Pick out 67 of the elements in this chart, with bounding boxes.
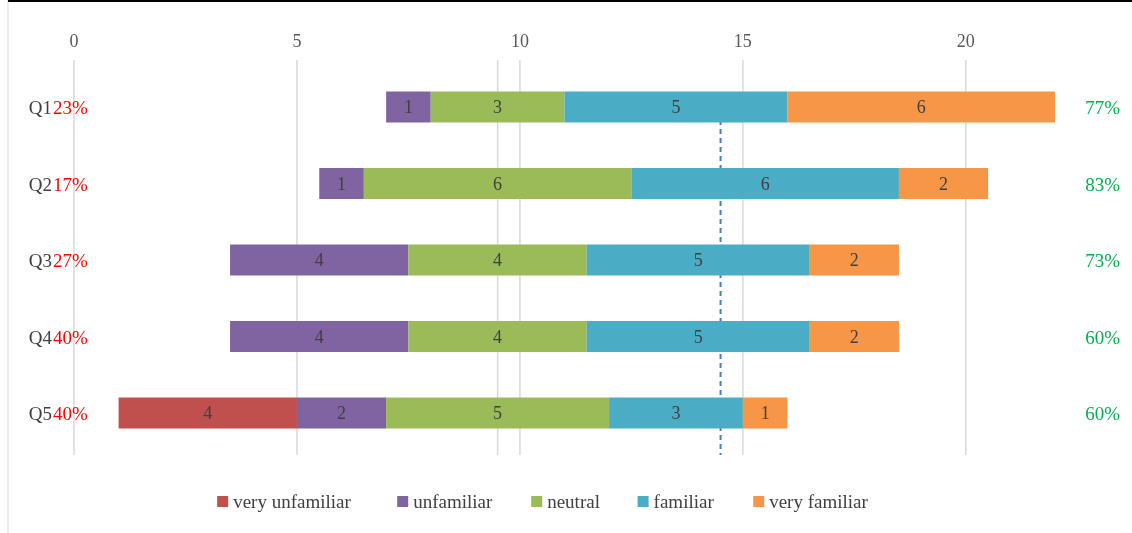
data-label: 6 [916, 97, 926, 117]
bar [809, 321, 899, 352]
legend-label: very unfamiliar [233, 491, 352, 512]
bar [363, 168, 632, 199]
bar [319, 168, 364, 199]
text: 77% [1085, 97, 1121, 118]
x-tick-label: 5 [292, 31, 302, 51]
bar [631, 168, 899, 199]
data-label: 3 [671, 403, 681, 423]
data-label: 6 [760, 173, 770, 194]
data-label: 4 [493, 326, 503, 347]
y-tick-label: Q3 [28, 250, 52, 271]
data-label: 6 [493, 173, 503, 194]
x-tick-label: 10 [510, 31, 529, 51]
bar [586, 244, 810, 276]
y-tick-label: Q4 [28, 326, 53, 348]
text: 60% [1085, 403, 1121, 424]
data-label: 5 [693, 250, 703, 270]
data-label: 1 [337, 173, 347, 194]
bar [742, 397, 788, 429]
bar [408, 244, 587, 276]
data-label: 5 [671, 97, 681, 117]
bar [296, 397, 387, 429]
text: 60% [1085, 326, 1121, 348]
data-label: 1 [403, 97, 413, 117]
bar [230, 321, 409, 352]
legend-label: neutral [547, 491, 600, 512]
x-tick-label: 0 [69, 31, 79, 51]
text: 73% [1085, 250, 1121, 271]
bar [386, 397, 610, 429]
bar [408, 321, 587, 352]
annotation: 40% [53, 326, 88, 348]
bar [386, 91, 431, 123]
data-label: 2 [849, 250, 859, 270]
data-label: 5 [693, 326, 703, 347]
bar [586, 321, 810, 352]
data-label: 2 [939, 173, 949, 194]
bar [809, 244, 899, 276]
x-tick-label: 20 [956, 31, 975, 51]
bar [564, 91, 788, 123]
annotation: 27% [53, 250, 88, 271]
data-label: 2 [849, 326, 859, 347]
annotation: 40% [53, 403, 88, 424]
text: 83% [1085, 173, 1121, 195]
data-label: 4 [203, 403, 213, 423]
legend-label: unfamiliar [413, 491, 494, 512]
bar [787, 91, 1055, 123]
annotation: 23% [53, 97, 88, 118]
legend-label: familiar [653, 491, 715, 512]
y-tick-label: Q2 [28, 173, 52, 195]
y-tick-label: Q1 [28, 97, 52, 118]
bar [230, 244, 409, 276]
data-label: 5 [493, 403, 503, 423]
data-label: 1 [760, 403, 770, 423]
data-label: 2 [337, 403, 347, 423]
bar [430, 91, 565, 123]
data-label: 4 [314, 326, 324, 347]
bar [118, 397, 297, 429]
data-label: 3 [493, 97, 503, 117]
y-tick-label: Q5 [28, 403, 52, 424]
annotation: 17% [53, 173, 88, 195]
data-label: 4 [493, 250, 503, 270]
legend-label: very familiar [769, 491, 869, 512]
bar [898, 168, 989, 199]
data-label: 4 [314, 250, 324, 270]
x-tick-label: 15 [733, 31, 752, 51]
bar [609, 397, 743, 429]
